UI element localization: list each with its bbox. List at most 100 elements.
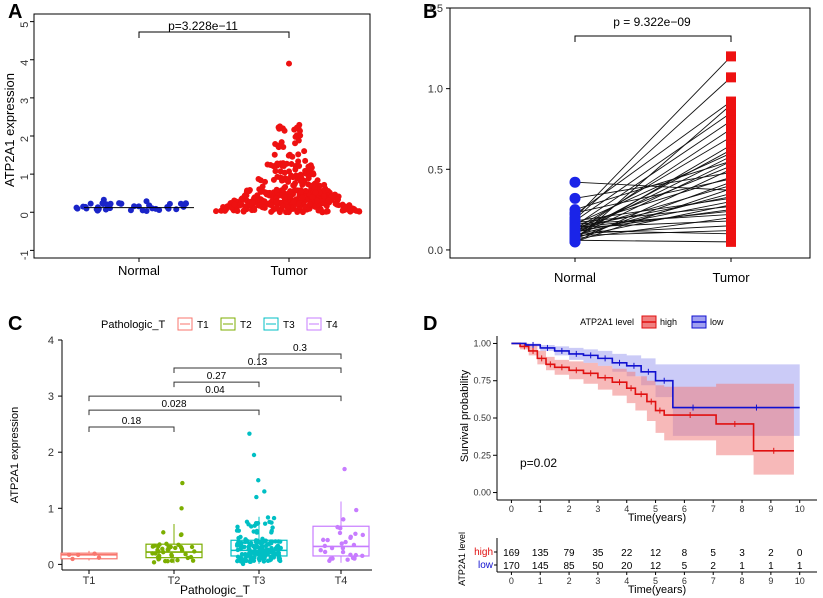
jitter-point	[257, 539, 262, 544]
outlier-point	[247, 431, 252, 436]
panel-c-ytick-label: 2	[48, 447, 54, 459]
tumor-point	[288, 161, 295, 168]
tumor-point	[255, 175, 262, 182]
jitter-point	[252, 544, 257, 549]
pair-line	[574, 178, 732, 214]
comparison-pvalue: 0.028	[161, 399, 186, 410]
pair-line	[574, 204, 732, 238]
tumor-point	[280, 162, 287, 169]
panel-d-ytick-label: 0.00	[473, 488, 491, 498]
risk-table-xtick-label: 6	[682, 576, 687, 586]
panel-b-ytick-label: 1.0	[428, 84, 443, 96]
jitter-point	[152, 543, 157, 548]
legend-swatch-t4	[306, 317, 322, 331]
jitter-point	[262, 521, 268, 526]
jitter-point	[250, 555, 256, 560]
tumor-point	[270, 176, 277, 183]
risk-table-cell: 0	[797, 548, 803, 559]
jitter-point	[190, 558, 196, 563]
panel-b-ytick-label: 0.5	[428, 164, 443, 176]
jitter-point	[168, 544, 173, 550]
panel-c-xtick-label: T1	[83, 575, 96, 587]
jitter-point	[261, 538, 267, 544]
tumor-point	[286, 194, 293, 201]
panel-d-label: D	[423, 313, 437, 335]
tumor-point	[292, 133, 299, 140]
tumor-point	[284, 204, 291, 211]
risk-table-cell: 135	[532, 548, 549, 559]
tumor-point	[299, 194, 306, 201]
risk-table-cell: 85	[564, 561, 576, 572]
pair-line	[574, 112, 732, 222]
panel-d: D ATP2A1 level Survival probability p=0.…	[423, 313, 817, 596]
jitter-point	[175, 557, 180, 563]
jitter-point	[354, 507, 359, 513]
tumor-point	[302, 167, 309, 174]
panel-d-ytick-label: 0.50	[473, 413, 491, 423]
pair-line	[574, 168, 732, 243]
tumor-point	[726, 156, 736, 167]
panel-b-ytick-label: 0.0	[428, 245, 443, 257]
risk-table-cell: 20	[621, 561, 633, 572]
risk-table-cell: 3	[739, 548, 745, 559]
panel-b-xtick-normal: Normal	[554, 270, 596, 285]
tumor-point	[726, 212, 736, 223]
tumor-point	[297, 132, 304, 139]
panel-d-xtick-label: 2	[567, 504, 572, 514]
risk-table-xtick-label: 1	[538, 576, 543, 586]
panel-b-pvalue: p = 9.322e−09	[613, 15, 691, 29]
jitter-point	[340, 545, 346, 551]
panel-d-xtick-label: 3	[595, 504, 600, 514]
outlier-point	[342, 466, 347, 472]
pair-line	[574, 120, 732, 227]
pair-line	[574, 155, 732, 235]
jitter-point	[270, 525, 275, 530]
panel-d-xtick-label: 5	[653, 504, 658, 514]
jitter-point	[169, 553, 175, 558]
tumor-point	[297, 171, 304, 178]
tumor-point	[281, 169, 288, 176]
pair-line	[574, 181, 732, 240]
jitter-point	[246, 544, 252, 549]
tumor-point	[287, 188, 294, 195]
jitter-point	[156, 556, 162, 561]
legend-swatch-t3	[263, 317, 279, 331]
jitter-point	[322, 543, 328, 549]
panel-d-xtick-label: 1	[538, 504, 543, 514]
panel-d-ylabel: Survival probability	[459, 369, 471, 462]
jitter-point	[75, 552, 81, 558]
jitter-point	[262, 552, 268, 558]
normal-point	[146, 202, 153, 209]
tumor-point	[298, 188, 305, 195]
tumor-point	[281, 127, 288, 134]
jitter-point	[273, 539, 278, 544]
comparison-bracket	[173, 367, 342, 374]
risk-table-xtick-label: 3	[595, 576, 600, 586]
normal-point	[569, 221, 581, 233]
panel-a-ytick-label: 0	[19, 212, 31, 218]
jitter-point	[275, 550, 280, 556]
jitter-point	[329, 545, 335, 551]
risk-table-cell: 22	[621, 548, 633, 559]
tumor-point	[726, 199, 736, 210]
comparison-pvalue: 0.27	[207, 371, 227, 382]
risk-table-cell: 170	[503, 561, 520, 572]
panel-d-xtick-label: 9	[768, 504, 773, 514]
tumor-point	[295, 158, 302, 165]
jitter-point	[235, 558, 240, 564]
tumor-point	[312, 189, 319, 196]
panel-a-ytick-label: 3	[19, 98, 31, 104]
tumor-point	[296, 162, 303, 169]
legend-label-t4: T4	[326, 320, 338, 331]
panel-a-ylabel: ATP2A1 expression	[2, 73, 17, 187]
risk-table-xtick-label: 2	[567, 576, 572, 586]
normal-point	[118, 200, 125, 207]
pair-line	[574, 149, 732, 235]
panel-a-sig-bracket	[138, 31, 290, 38]
panel-d-xlabel: Time(years)	[628, 512, 686, 524]
jitter-point	[173, 545, 178, 551]
tumor-point	[273, 205, 280, 212]
panel-b: B p = 9.322e−09 Normal Tumor 0.0 0.5 1.0 1.…	[423, 1, 811, 285]
risk-table-xtick-label: 8	[740, 576, 745, 586]
panel-b-ytick-label: 1.5	[428, 3, 443, 15]
